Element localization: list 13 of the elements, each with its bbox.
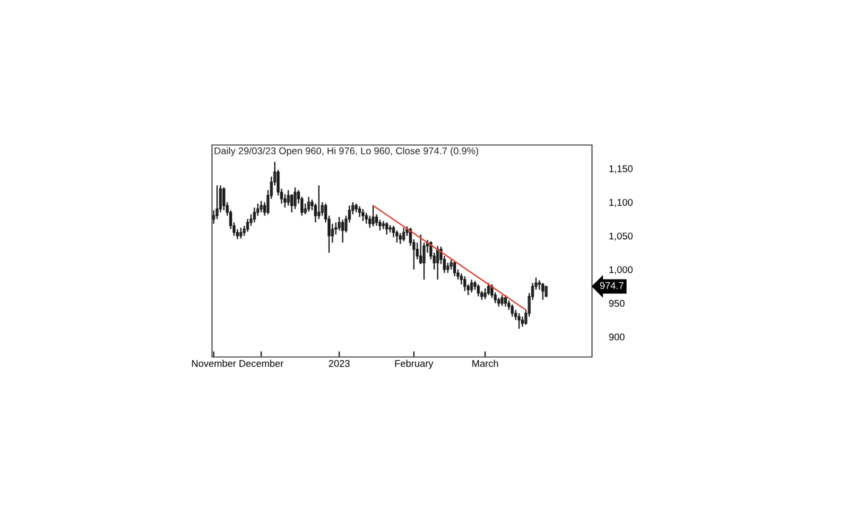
chart-title: Daily 29/03/23 Open 960, Hi 976, Lo 960, Close 974.7 (0.9%): [214, 147, 478, 156]
y-tick-label: 950: [609, 300, 625, 307]
text: 974.7: [600, 282, 624, 290]
y-tick-label: 900: [609, 334, 625, 340]
y-tick-label: 1,100: [609, 198, 633, 207]
y-tick-label: 1,000: [609, 266, 633, 274]
y-tick-label: 1,150: [609, 165, 633, 174]
x-tick-label: December: [240, 360, 284, 367]
x-tick-label: 2023: [328, 360, 350, 367]
x-tick-label: November: [192, 360, 236, 367]
x-tick-label: March: [472, 360, 498, 367]
x-tick-label: February: [395, 360, 434, 369]
y-tick-label: 1,050: [609, 232, 633, 241]
